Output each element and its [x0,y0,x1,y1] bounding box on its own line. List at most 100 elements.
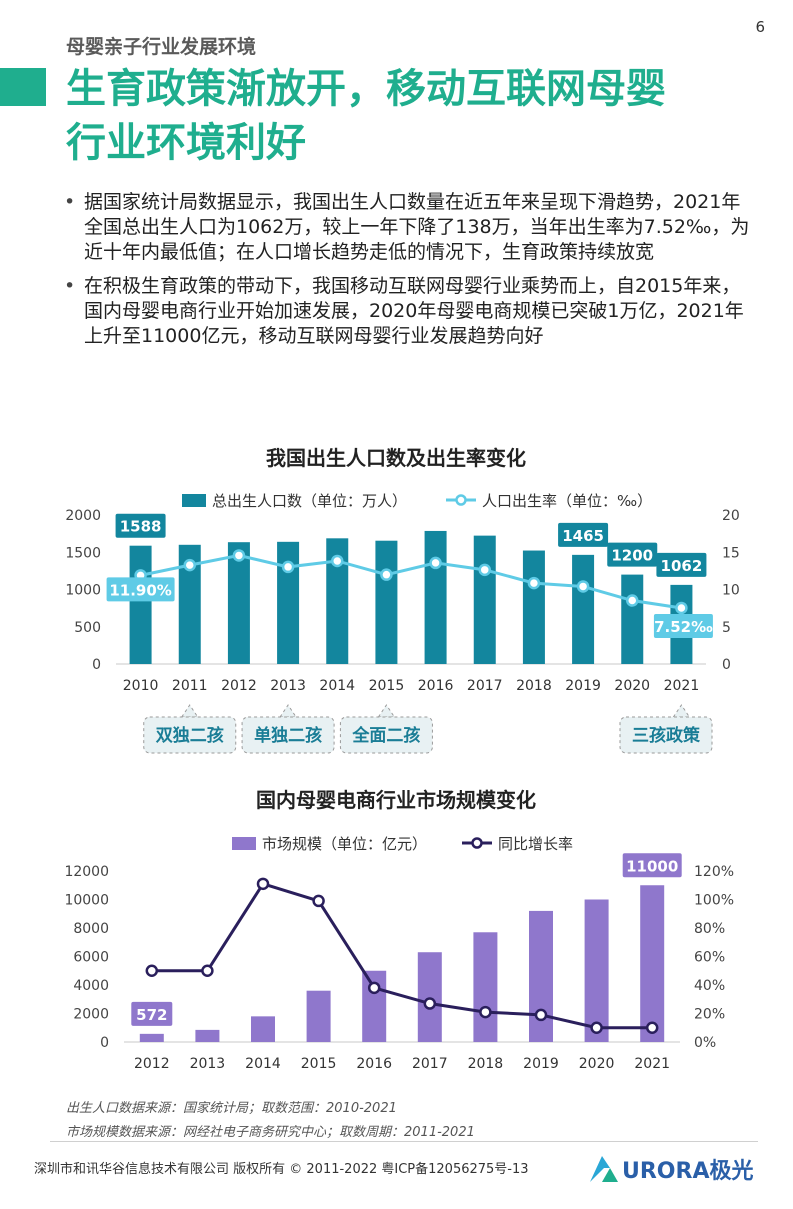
bar [375,540,398,664]
aurora-logo: URORA极光 [590,1156,753,1182]
x-tick-label: 2019 [523,1056,559,1072]
data-label: 1062 [661,557,703,575]
legend-label: 市场规模（单位：亿元） [262,835,427,853]
y-left-tick-label: 6000 [73,950,109,966]
bar [362,970,387,1042]
y-right-tick-label: 10 [722,583,740,599]
y-right-tick-label: 120% [694,864,734,880]
bullet-list: 据国家统计局数据显示，我国出生人口数量在近五年来呈现下滑趋势，2021年全国总出… [60,190,750,358]
title-line: 生育政策渐放开，移动互联网母婴 [66,66,666,112]
policy-callout [339,716,433,754]
line-point [645,1021,659,1034]
bar [195,1029,220,1042]
bar [129,545,152,664]
data-label: 1588 [120,518,162,536]
bar [529,910,553,1042]
bar [572,554,595,664]
chart-title: 国内母婴电商行业市场规模变化 [256,788,536,812]
bar [621,574,644,664]
line-point [367,981,381,995]
line-point [479,1005,492,1019]
line-point [145,964,159,977]
line-point [380,568,393,581]
legend-label: 人口出生率（单位：‰） [482,492,652,510]
line-point [281,560,295,574]
callout-pointer [377,704,396,718]
x-tick-label: 2011 [172,678,208,694]
y-right-tick-label: 20 [722,508,740,524]
data-label-box [558,522,609,547]
line-point [626,594,639,607]
y-right-tick-label: 0 [722,657,731,673]
line-point [534,1008,548,1022]
line-point [232,549,246,562]
y-right-tick-label: 100% [694,893,734,909]
x-tick-label: 2020 [614,678,650,694]
data-label-box [131,1001,173,1026]
data-label: 7.52‰ [654,618,713,636]
policy-callout-label: 全面二孩 [351,725,420,746]
bar [473,932,498,1042]
y-right-tick-label: 15 [722,545,740,561]
y-left-tick-label: 4000 [73,978,109,994]
bar [473,535,496,664]
x-tick-label: 2018 [468,1056,504,1072]
x-tick-label: 2012 [134,1056,170,1072]
line-point [256,877,270,891]
footer-divider [50,1141,758,1142]
data-label-box [653,613,713,638]
y-left-tick-label: 0 [92,657,101,673]
legend-label: 总出生人口数（单位：万人） [212,492,407,510]
x-tick-label: 2017 [412,1056,448,1072]
bar [178,544,201,664]
bar [326,538,349,664]
data-label: 572 [136,1006,167,1024]
bar [227,542,250,664]
x-tick-label: 2019 [565,678,601,694]
line-point [527,576,541,590]
policy-callout-label: 三孩政策 [632,725,701,746]
bar [277,541,300,664]
x-tick-label: 2015 [301,1056,337,1072]
line-point [590,1021,603,1034]
line-point [183,558,196,572]
legend-marker [455,494,467,506]
y-right-tick-label: 60% [694,950,725,966]
y-right-tick-label: 5 [722,620,731,636]
x-tick-label: 2021 [664,678,700,694]
data-label: 1200 [611,547,653,565]
logo-text: URORA极光 [622,1159,753,1182]
x-tick-label: 2015 [369,678,405,694]
y-left-tick-label: 1500 [65,545,101,561]
data-label-box [106,577,175,602]
legend-marker [471,837,483,849]
line-point [423,997,437,1010]
section-label: 母婴亲子行业发展环境 [66,36,257,58]
page-title: 生育政策渐放开，移动互联网母婴 行业环境利好 [66,62,766,170]
data-label: 1465 [562,527,604,545]
x-tick-label: 2020 [579,1056,615,1072]
footer-copyright: 深圳市和讯华谷信息技术有限公司 版权所有 © 2011-2022 粤ICP备12… [34,1162,529,1177]
line-point [429,556,442,570]
bar [640,885,665,1042]
data-label: 11000 [626,857,678,875]
x-tick-label: 2013 [270,678,306,694]
bar [522,550,545,664]
policy-callout-label: 双独二孩 [156,725,224,746]
line-point [675,601,688,615]
x-tick-label: 2018 [516,678,552,694]
data-label-box [622,853,682,878]
data-label: 11.90% [109,581,171,599]
page-number: 6 [755,18,765,36]
line-point [478,563,491,577]
policy-callout [143,716,237,754]
bar [139,1033,164,1042]
bar [424,530,447,664]
x-tick-label: 2016 [356,1056,392,1072]
y-left-tick-label: 2000 [65,508,101,524]
callout-pointer [672,704,691,718]
x-tick-label: 2017 [467,678,503,694]
title-accent-bar [0,68,46,106]
